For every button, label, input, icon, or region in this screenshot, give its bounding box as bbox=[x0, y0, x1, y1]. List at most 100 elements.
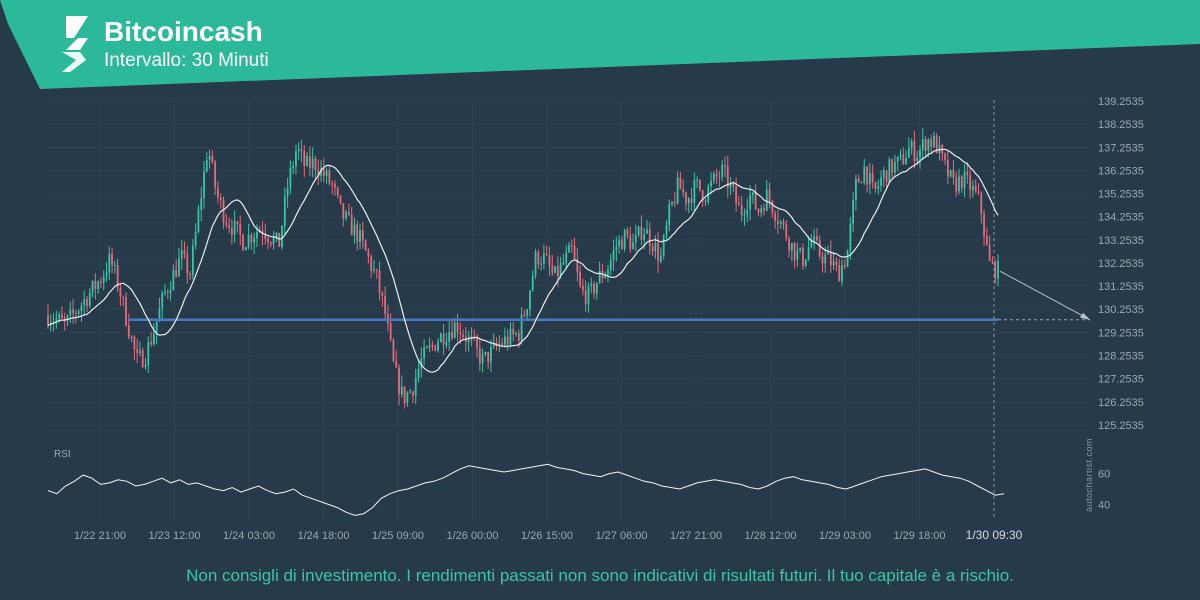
time-tick-label: 1/27 21:00 bbox=[670, 530, 722, 542]
candle bbox=[804, 258, 807, 268]
candle bbox=[490, 339, 492, 373]
candle bbox=[974, 179, 977, 194]
candle bbox=[342, 202, 345, 227]
candle bbox=[113, 260, 116, 274]
candle bbox=[61, 306, 63, 319]
projection-arrow-head-icon bbox=[1080, 312, 1090, 320]
candle bbox=[311, 147, 314, 178]
candle bbox=[278, 232, 281, 248]
candle bbox=[347, 203, 350, 217]
candle bbox=[565, 244, 568, 270]
current-time-label: 1/30 09:30 bbox=[966, 528, 1023, 542]
candle bbox=[581, 278, 584, 296]
candle bbox=[590, 277, 593, 294]
candle bbox=[442, 323, 445, 355]
page-title: Bitcoincash bbox=[104, 16, 263, 47]
candle bbox=[130, 335, 133, 343]
moving-average-line bbox=[47, 148, 999, 373]
candle bbox=[529, 289, 531, 317]
candle bbox=[637, 225, 640, 238]
candle bbox=[166, 289, 169, 300]
candle bbox=[568, 241, 570, 254]
candle bbox=[55, 310, 58, 329]
candle bbox=[147, 336, 150, 373]
candle bbox=[621, 236, 623, 250]
candle bbox=[161, 290, 164, 320]
candle bbox=[281, 224, 283, 250]
candle bbox=[671, 200, 673, 207]
candle bbox=[200, 186, 203, 222]
candle bbox=[771, 199, 774, 218]
rsi-tick-label: 40 bbox=[1098, 500, 1110, 512]
candle bbox=[448, 321, 451, 351]
candle bbox=[136, 339, 139, 364]
candle bbox=[607, 264, 609, 283]
price-tick-label: 136.2535 bbox=[1098, 165, 1144, 177]
candle bbox=[857, 174, 860, 183]
rsi-line bbox=[47, 463, 1005, 516]
candle bbox=[933, 131, 935, 149]
candle bbox=[704, 198, 707, 207]
candle bbox=[484, 351, 487, 357]
candle bbox=[375, 268, 378, 279]
candle bbox=[164, 283, 166, 296]
candle bbox=[593, 281, 595, 299]
candle bbox=[646, 220, 648, 235]
candle bbox=[423, 339, 425, 366]
price-tick-label: 137.2535 bbox=[1098, 142, 1144, 154]
candle bbox=[573, 237, 576, 260]
candle bbox=[743, 208, 746, 226]
candle bbox=[350, 207, 353, 236]
candle bbox=[378, 261, 381, 301]
interval-subtitle: Intervallo: 30 Minuti bbox=[104, 50, 269, 71]
candle bbox=[197, 204, 200, 234]
candle bbox=[841, 259, 843, 286]
candle bbox=[336, 186, 339, 199]
candle bbox=[860, 181, 863, 184]
candle bbox=[141, 347, 144, 368]
candle bbox=[431, 340, 434, 352]
candle bbox=[946, 151, 949, 185]
price-tick-label: 129.2535 bbox=[1098, 327, 1144, 339]
candle bbox=[531, 270, 534, 292]
autochartist-logo-icon bbox=[62, 16, 88, 72]
candle bbox=[425, 345, 428, 349]
candle bbox=[272, 230, 275, 250]
candle bbox=[721, 160, 724, 182]
candle bbox=[832, 251, 835, 270]
candle bbox=[247, 223, 250, 250]
time-tick-label: 1/27 06:00 bbox=[596, 530, 648, 542]
candle bbox=[364, 239, 367, 252]
candle bbox=[267, 236, 269, 250]
candle bbox=[930, 134, 933, 154]
candle bbox=[902, 147, 905, 166]
candle bbox=[880, 170, 882, 192]
candle bbox=[303, 145, 306, 177]
candle bbox=[253, 232, 256, 254]
candle bbox=[595, 282, 598, 301]
candle bbox=[169, 281, 172, 301]
rsi-tick-label: 60 bbox=[1098, 469, 1110, 481]
candle bbox=[634, 224, 637, 252]
candle bbox=[158, 297, 161, 322]
candle bbox=[428, 337, 431, 353]
time-tick-label: 1/24 03:00 bbox=[223, 530, 275, 542]
candle bbox=[629, 226, 632, 253]
candle bbox=[63, 312, 66, 331]
candle bbox=[283, 187, 286, 235]
candle bbox=[785, 220, 788, 241]
candle bbox=[492, 333, 495, 350]
candle bbox=[871, 164, 874, 189]
candle bbox=[239, 215, 242, 246]
candle bbox=[219, 193, 222, 209]
candle bbox=[896, 156, 899, 172]
candle bbox=[545, 245, 548, 257]
rsi-label: RSI bbox=[54, 449, 71, 460]
candle bbox=[729, 176, 732, 196]
candle bbox=[322, 158, 325, 183]
candle bbox=[874, 181, 877, 193]
candle bbox=[687, 196, 690, 214]
candle bbox=[439, 332, 442, 343]
candle bbox=[855, 174, 857, 211]
candle bbox=[306, 152, 308, 167]
